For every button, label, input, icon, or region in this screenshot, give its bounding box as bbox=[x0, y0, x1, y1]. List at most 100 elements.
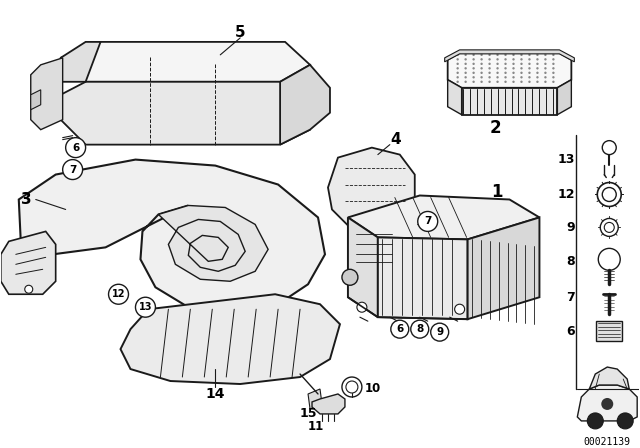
Circle shape bbox=[552, 72, 555, 74]
Circle shape bbox=[488, 72, 491, 74]
Circle shape bbox=[528, 76, 531, 78]
Circle shape bbox=[552, 58, 555, 60]
Polygon shape bbox=[308, 389, 322, 409]
Polygon shape bbox=[312, 394, 345, 414]
Text: 5: 5 bbox=[235, 26, 246, 40]
Text: 6: 6 bbox=[566, 325, 575, 338]
Circle shape bbox=[601, 398, 613, 410]
Circle shape bbox=[481, 63, 483, 65]
Text: 8: 8 bbox=[566, 255, 575, 268]
Circle shape bbox=[418, 211, 438, 232]
Circle shape bbox=[617, 413, 633, 429]
Circle shape bbox=[528, 81, 531, 83]
Circle shape bbox=[520, 67, 523, 69]
Circle shape bbox=[536, 72, 539, 74]
Circle shape bbox=[520, 81, 523, 83]
Polygon shape bbox=[159, 206, 268, 281]
Circle shape bbox=[512, 58, 515, 60]
Polygon shape bbox=[352, 224, 395, 269]
Circle shape bbox=[512, 72, 515, 74]
Text: 12: 12 bbox=[112, 289, 125, 299]
Circle shape bbox=[66, 138, 86, 158]
Circle shape bbox=[600, 219, 618, 237]
Circle shape bbox=[597, 182, 621, 207]
Polygon shape bbox=[447, 52, 572, 88]
Circle shape bbox=[342, 377, 362, 397]
Circle shape bbox=[528, 72, 531, 74]
Circle shape bbox=[520, 76, 523, 78]
Text: 7: 7 bbox=[69, 164, 76, 175]
Polygon shape bbox=[557, 80, 572, 115]
Circle shape bbox=[520, 72, 523, 74]
Circle shape bbox=[488, 63, 491, 65]
Circle shape bbox=[520, 63, 523, 65]
Circle shape bbox=[411, 320, 429, 338]
Circle shape bbox=[497, 72, 499, 74]
Circle shape bbox=[391, 320, 409, 338]
Text: 8: 8 bbox=[416, 324, 424, 334]
Text: 9: 9 bbox=[566, 221, 575, 234]
Circle shape bbox=[504, 81, 507, 83]
Polygon shape bbox=[61, 42, 310, 82]
Circle shape bbox=[488, 58, 491, 60]
Circle shape bbox=[504, 67, 507, 69]
Circle shape bbox=[481, 72, 483, 74]
Text: 15: 15 bbox=[300, 407, 317, 420]
Polygon shape bbox=[378, 237, 468, 319]
Circle shape bbox=[465, 54, 467, 56]
Circle shape bbox=[536, 58, 539, 60]
Circle shape bbox=[504, 76, 507, 78]
Circle shape bbox=[488, 76, 491, 78]
Circle shape bbox=[488, 81, 491, 83]
Polygon shape bbox=[120, 294, 340, 384]
Circle shape bbox=[472, 67, 475, 69]
Circle shape bbox=[488, 67, 491, 69]
Circle shape bbox=[481, 58, 483, 60]
Circle shape bbox=[465, 58, 467, 60]
Polygon shape bbox=[31, 90, 41, 110]
Circle shape bbox=[472, 54, 475, 56]
Circle shape bbox=[25, 285, 33, 293]
Circle shape bbox=[357, 302, 367, 312]
Circle shape bbox=[512, 76, 515, 78]
Circle shape bbox=[456, 63, 459, 65]
Text: 7: 7 bbox=[424, 216, 431, 226]
Polygon shape bbox=[348, 195, 540, 239]
Circle shape bbox=[472, 81, 475, 83]
Circle shape bbox=[63, 159, 83, 180]
Polygon shape bbox=[31, 58, 63, 129]
Circle shape bbox=[528, 67, 531, 69]
Circle shape bbox=[544, 72, 547, 74]
Circle shape bbox=[481, 67, 483, 69]
Circle shape bbox=[346, 381, 358, 393]
Circle shape bbox=[602, 141, 616, 155]
Circle shape bbox=[504, 54, 507, 56]
Text: 3: 3 bbox=[20, 192, 31, 207]
Circle shape bbox=[472, 72, 475, 74]
Circle shape bbox=[342, 269, 358, 285]
Circle shape bbox=[431, 323, 449, 341]
Circle shape bbox=[472, 76, 475, 78]
Circle shape bbox=[512, 63, 515, 65]
Polygon shape bbox=[461, 88, 557, 115]
Circle shape bbox=[456, 81, 459, 83]
Circle shape bbox=[136, 297, 156, 317]
Circle shape bbox=[481, 54, 483, 56]
Circle shape bbox=[481, 76, 483, 78]
Circle shape bbox=[544, 76, 547, 78]
Circle shape bbox=[544, 81, 547, 83]
Polygon shape bbox=[19, 159, 325, 311]
Circle shape bbox=[481, 81, 483, 83]
Circle shape bbox=[512, 54, 515, 56]
Circle shape bbox=[598, 248, 620, 270]
Circle shape bbox=[544, 58, 547, 60]
Text: 00021139: 00021139 bbox=[584, 437, 631, 447]
Circle shape bbox=[552, 54, 555, 56]
Circle shape bbox=[488, 54, 491, 56]
Text: 6: 6 bbox=[396, 324, 403, 334]
Text: 13: 13 bbox=[558, 153, 575, 166]
Circle shape bbox=[544, 54, 547, 56]
Circle shape bbox=[536, 54, 539, 56]
Circle shape bbox=[497, 63, 499, 65]
Circle shape bbox=[544, 63, 547, 65]
